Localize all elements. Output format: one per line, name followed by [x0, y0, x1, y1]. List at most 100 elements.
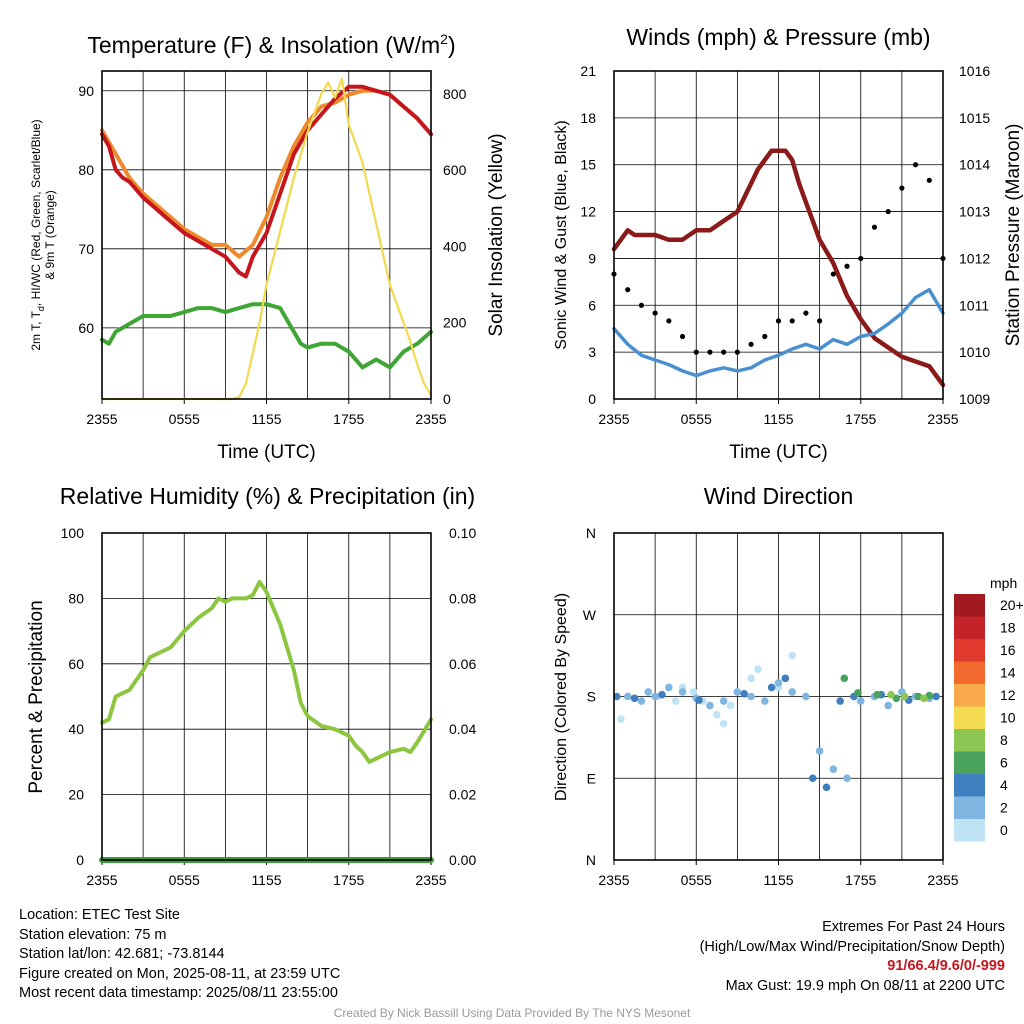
y2-tick-label: 1013 [959, 204, 990, 220]
y-tick-label: S [587, 689, 596, 705]
y-tick-label: 15 [580, 157, 596, 173]
x-tick-label: 0555 [681, 872, 712, 888]
direction-point [760, 697, 769, 705]
legend-swatch [954, 729, 985, 752]
legend-swatch [954, 684, 985, 707]
y2-tick-label: 0 [443, 391, 451, 407]
legend-swatch [954, 639, 985, 662]
y-axis-label-rest: , HI/WC (Red, Green, Scarlet/Blue) [29, 119, 43, 306]
gust-point [652, 310, 658, 316]
direction-point [706, 701, 714, 710]
recent-data-text: Most recent data timestamp: 2025/08/11 2… [19, 985, 338, 1002]
y2-tick-label: 400 [443, 238, 467, 254]
y-tick-label: 12 [580, 204, 596, 220]
credit-text: Created By Nick Bassill Using Data Provi… [333, 1006, 691, 1020]
direction-point [713, 710, 721, 719]
y2-tick-label: 0.04 [449, 721, 476, 737]
legend-swatch [954, 751, 985, 774]
y-axis-label: Sonic Wind & Gust (Blue, Black) [553, 120, 570, 349]
y2-tick-label: 1011 [959, 297, 989, 313]
y2-tick-label: 600 [443, 162, 467, 178]
gust-point [734, 349, 740, 355]
series-line-1 [612, 287, 945, 378]
gust-point [844, 263, 850, 269]
legend-label: 4 [1000, 777, 1008, 793]
y-axis-label: 2m T, Td, HI/WC (Red, Green, Scarlet/Blu… [29, 119, 46, 350]
direction-point [726, 701, 735, 710]
legend-label: 10 [1000, 710, 1016, 726]
elevation-text: Station elevation: 75 m [19, 926, 167, 943]
humidity-precipitation-panel: 2355 0555 1155 1755 23550204060801000.000.02… [26, 483, 476, 888]
y-axis-subscript: d [36, 306, 46, 311]
x-tick-label: 0555 [681, 411, 712, 427]
gust-point [789, 318, 795, 324]
gust-point [762, 333, 768, 340]
plot-frame [101, 70, 432, 400]
direction-point [695, 696, 703, 704]
direction-point [920, 694, 928, 703]
gust-point [912, 162, 919, 168]
y2-tick-label: 0.06 [449, 656, 476, 672]
direction-point [617, 715, 625, 724]
direction-point [651, 692, 659, 701]
series-line-0 [100, 580, 433, 764]
x-tick-label: 2355 [86, 411, 117, 427]
x-tick-label: 2355 [86, 872, 117, 888]
x-tick-label: 0555 [169, 872, 200, 888]
y2-tick-label: 0.00 [449, 852, 476, 868]
direction-point [815, 747, 824, 755]
y-tick-label: 90 [78, 83, 94, 99]
legend-label: 16 [1000, 642, 1016, 658]
y2-tick-label: 0.08 [449, 590, 476, 606]
direction-point [802, 692, 810, 701]
direction-point [623, 692, 632, 701]
gust-point [666, 318, 672, 324]
direction-point [900, 692, 909, 701]
y-tick-label: 80 [68, 590, 84, 606]
series-line-1 [100, 84, 433, 279]
x-tick-label: 2355 [598, 872, 629, 888]
y2-tick-label: 1012 [959, 250, 990, 266]
extremes-info: Extremes For Past 24 Hours (High/Low/Max… [700, 918, 1005, 996]
x-tick-label: 2355 [927, 411, 958, 427]
gust-point [899, 185, 905, 191]
direction-point [678, 688, 687, 696]
gust-point [830, 271, 836, 277]
gust-point [885, 208, 891, 215]
x-axis-label: Time (UTC) [729, 442, 828, 463]
x-tick-label: 2355 [927, 872, 958, 888]
chart-title: Winds (mph) & Pressure (mb) [626, 24, 930, 50]
direction-point [873, 690, 881, 699]
y-tick-label: 20 [68, 787, 84, 803]
extremes-values: 91/66.4/9.6/0/-999 [887, 958, 1005, 975]
direction-point [630, 694, 639, 703]
direction-point [665, 683, 673, 692]
y2-tick-label: 1015 [959, 110, 990, 126]
legend-swatch [954, 661, 985, 684]
x-tick-label: 2355 [598, 411, 629, 427]
y-tick-label: 40 [68, 721, 84, 737]
y-tick-label: 0 [76, 852, 84, 868]
x-tick-label: 1155 [763, 872, 793, 888]
direction-point [747, 692, 755, 701]
plot-frame [613, 532, 944, 861]
gust-point [858, 255, 864, 262]
extremes-description: (High/Low/Max Wind/Precipitation/Snow De… [699, 938, 1005, 955]
y-tick-label: N [586, 852, 596, 868]
y-tick-label: 9 [588, 250, 596, 266]
y-tick-label: 0 [588, 391, 596, 407]
x-tick-label: 2355 [415, 411, 446, 427]
legend-label: 20+ [1000, 597, 1024, 613]
y-tick-label: W [583, 607, 597, 623]
gust-point [707, 349, 713, 355]
direction-point [719, 719, 728, 728]
y2-tick-label: 200 [443, 315, 467, 331]
y2-tick-label: 1016 [959, 63, 990, 79]
plot-frame [613, 70, 944, 400]
y-tick-label: 18 [580, 110, 596, 126]
y-tick-label: N [586, 525, 596, 541]
direction-point [754, 665, 762, 674]
gust-point [926, 177, 932, 183]
direction-point [932, 692, 940, 701]
